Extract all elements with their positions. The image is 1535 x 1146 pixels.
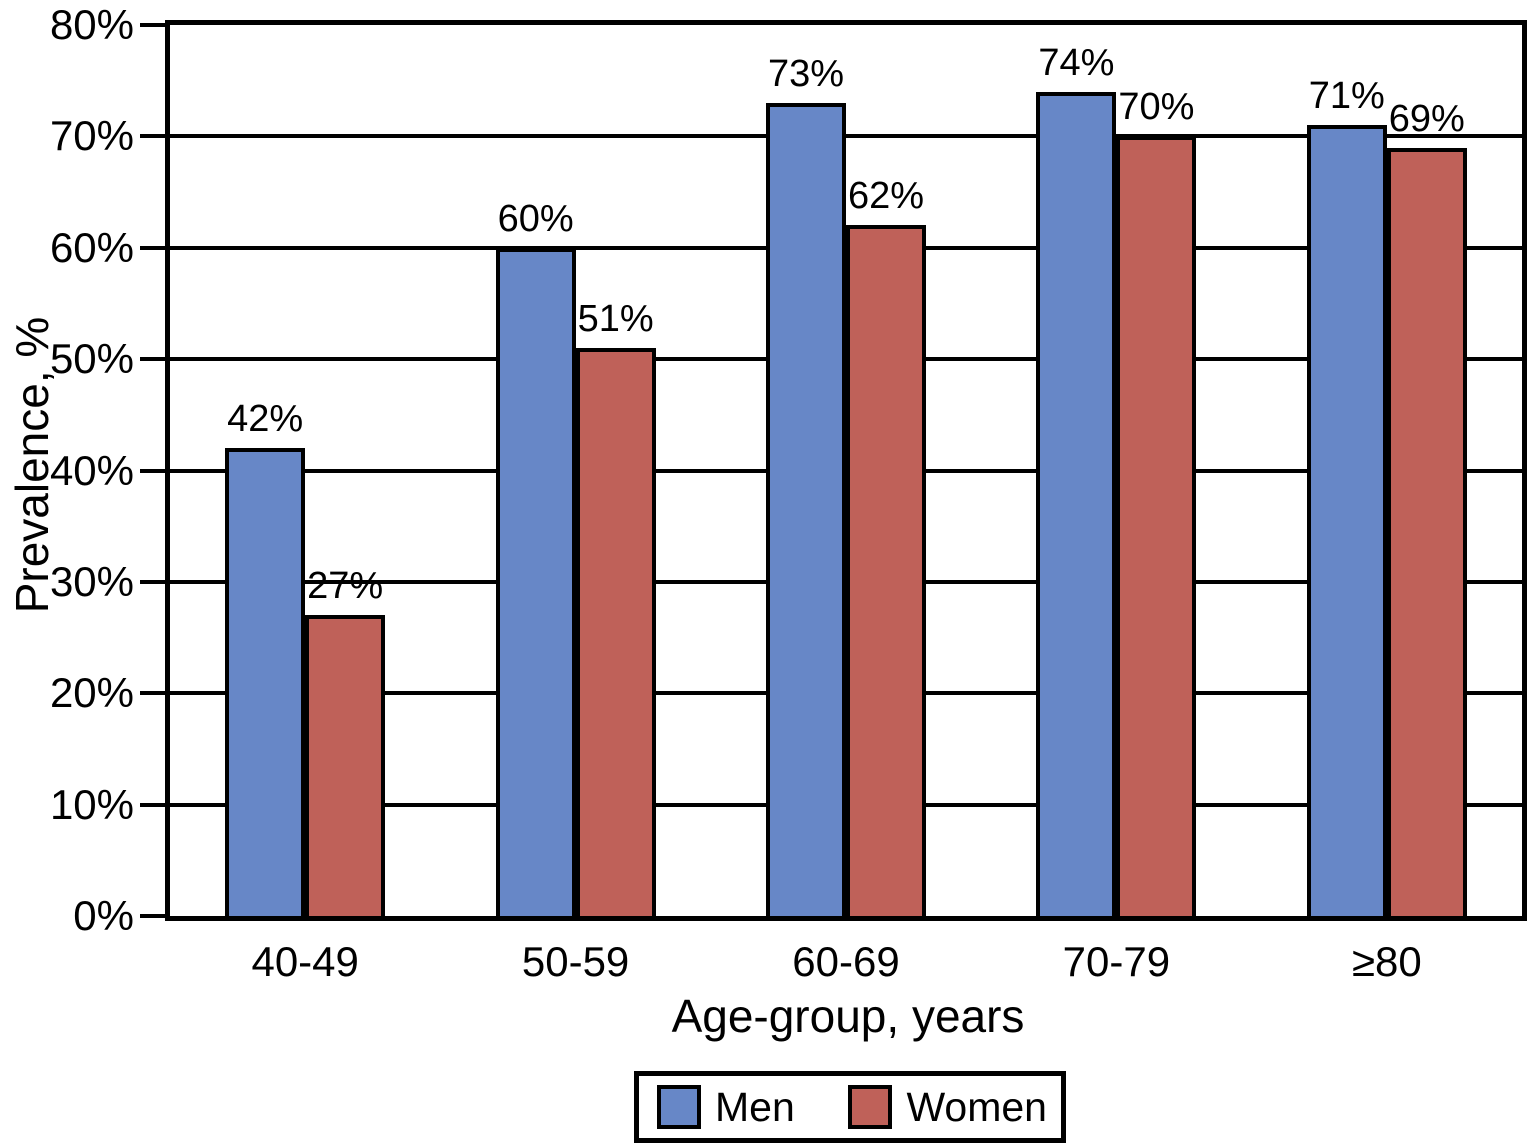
y-axis-tick-label-20: 20% xyxy=(49,669,134,717)
bar-men-group3 xyxy=(1036,91,1117,916)
plot-area: 42% 27% 60% 51% 73% 62% 74% 70% 71% 69% xyxy=(165,20,1527,921)
y-axis-tick-30 xyxy=(140,579,169,584)
bar-value-label-women-group0: 27% xyxy=(307,565,384,608)
bar-men-group0 xyxy=(225,448,306,916)
x-axis-title: Age-group, years xyxy=(671,990,1025,1042)
bar-women-group1 xyxy=(575,348,656,916)
y-axis-tick-label-80: 80% xyxy=(49,1,134,48)
y-axis-tick-40 xyxy=(140,468,169,473)
y-axis-tick-label-60: 60% xyxy=(49,223,134,271)
legend-swatch-men xyxy=(657,1085,701,1129)
legend: Men Women xyxy=(634,1071,1066,1143)
y-axis-tick-20 xyxy=(140,691,169,696)
y-axis-tick-label-10: 10% xyxy=(49,780,134,828)
bar-women-group2 xyxy=(846,225,926,916)
y-axis-tick-60 xyxy=(140,245,169,250)
legend-swatch-women xyxy=(848,1085,893,1129)
bar-value-label-women-group1: 51% xyxy=(577,298,654,340)
y-axis-tick-label-70: 70% xyxy=(49,112,134,160)
x-axis-category-label-1: 50-59 xyxy=(521,938,630,985)
legend-label-women: Women xyxy=(906,1084,1047,1130)
legend-item-women: Women xyxy=(848,1085,1047,1129)
bar-men-group2 xyxy=(766,102,846,916)
y-axis-tick-label-50: 50% xyxy=(49,335,134,383)
gridline-70 xyxy=(170,134,1522,139)
y-axis-tick-label-30: 30% xyxy=(49,557,134,605)
y-axis-tick-50 xyxy=(140,357,169,362)
bar-women-group3 xyxy=(1116,136,1197,916)
x-axis-category-label-2: 60-69 xyxy=(792,938,900,985)
x-axis-category-label-0: 40-49 xyxy=(251,938,359,985)
y-axis-tick-80 xyxy=(140,23,169,27)
y-axis-tick-label-0: 0% xyxy=(73,892,134,939)
bar-value-label-men-group3: 74% xyxy=(1038,41,1115,84)
bar-value-label-men-group2: 73% xyxy=(767,52,845,95)
bar-women-group4 xyxy=(1386,147,1467,916)
bar-value-label-men-group0: 42% xyxy=(227,398,304,441)
bar-men-group1 xyxy=(495,247,576,916)
y-axis-tick-0 xyxy=(140,914,169,918)
legend-label-men: Men xyxy=(715,1084,795,1130)
bar-value-label-women-group4: 69% xyxy=(1388,97,1465,140)
bar-value-label-men-group1: 60% xyxy=(497,197,574,240)
y-axis-tick-10 xyxy=(140,802,169,807)
x-axis-category-label-3: 70-79 xyxy=(1062,938,1171,985)
bar-value-label-women-group2: 62% xyxy=(847,175,925,218)
bar-value-label-women-group3: 70% xyxy=(1118,86,1195,129)
legend-item-men: Men xyxy=(657,1085,795,1129)
y-axis-tick-70 xyxy=(140,134,169,139)
bar-men-group4 xyxy=(1306,125,1387,916)
bar-women-group0 xyxy=(305,615,386,916)
y-axis-tick-label-40: 40% xyxy=(49,446,134,494)
bar-value-label-men-group4: 71% xyxy=(1308,75,1385,118)
x-axis-category-label-4: ≥80 xyxy=(1351,938,1422,985)
